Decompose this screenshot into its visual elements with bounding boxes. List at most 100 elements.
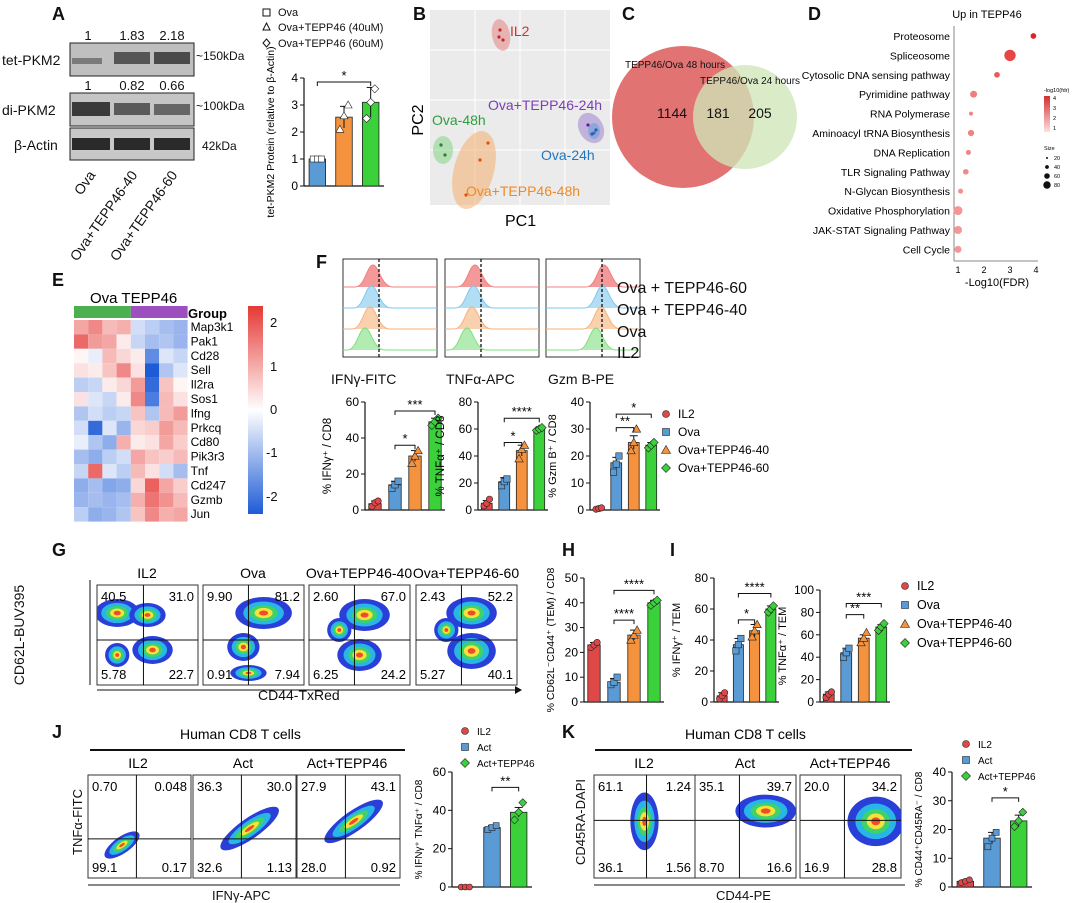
venn-right-label: TEPP46/Ova 24 hours xyxy=(700,76,800,87)
quadrant-ll: 32.6 xyxy=(197,860,222,875)
heatmap-cell xyxy=(74,392,89,407)
y-tick-label: 50 xyxy=(565,571,579,585)
quadrant-lr: 24.2 xyxy=(381,667,406,682)
gene-label: Il2ra xyxy=(191,378,215,392)
y-tick-label: 20 xyxy=(571,449,585,463)
data-point xyxy=(629,437,639,446)
heatmap-cell xyxy=(173,420,188,436)
heatmap-cell xyxy=(159,492,174,508)
heatmap-cell xyxy=(159,320,174,335)
heatmap-cell xyxy=(74,478,89,493)
legend-label: Ova+TEPP46-60 xyxy=(678,461,769,475)
legend-a-1: Ova+TEPP46 (40uM) xyxy=(278,22,383,34)
j-xlabel: IFNγ-APC xyxy=(212,888,271,903)
flow-title: Ova xyxy=(240,565,266,581)
k-xlabel: CD44-PE xyxy=(716,888,771,903)
y-tick-label: 0 xyxy=(465,503,472,517)
heatmap-cell xyxy=(102,392,117,407)
y-tick-label: 4 xyxy=(291,71,298,85)
x-tick-label: 3 xyxy=(1007,265,1012,275)
heatmap-cell xyxy=(173,478,188,493)
group-bar-tepp46 xyxy=(130,306,188,318)
d-title: Up in TEPP46 xyxy=(952,9,1022,21)
color-legend-tick: 2 xyxy=(1053,116,1056,122)
y-tick-label: 40 xyxy=(459,449,473,463)
quadrant-lr: 40.1 xyxy=(488,667,513,682)
size-legend-dot xyxy=(1045,165,1049,169)
quadrant-lr: 28.8 xyxy=(872,860,897,875)
j-ylabel: TNFα-FITC xyxy=(70,789,85,855)
tet-ratio-2: 1.83 xyxy=(119,28,144,43)
scale-tick-m2: -2 xyxy=(266,489,278,504)
band xyxy=(72,58,102,64)
data-point xyxy=(900,638,910,648)
data-point xyxy=(335,124,345,133)
bar xyxy=(857,637,870,703)
data-point xyxy=(407,458,417,467)
data-point xyxy=(626,635,636,644)
row-label-tet: tet-PKM2 xyxy=(2,52,61,68)
data-point xyxy=(492,822,500,829)
heatmap-cell xyxy=(88,363,103,378)
data-point xyxy=(749,625,760,635)
panel-letter-e: E xyxy=(52,270,64,290)
pca-label-il2: IL2 xyxy=(510,23,530,39)
heatmap-cell xyxy=(145,320,160,335)
heatmap-cell xyxy=(173,392,188,407)
heatmap-cell xyxy=(102,406,117,421)
data-point xyxy=(466,883,473,891)
y-tick-label: 20 xyxy=(565,645,579,659)
color-legend-bar xyxy=(1044,96,1050,132)
density-contour xyxy=(760,808,771,814)
enrichment-dot xyxy=(994,71,1000,78)
sig-bracket xyxy=(394,444,416,450)
color-legend-tick: 3 xyxy=(1053,106,1056,112)
y-tick-label: 40 xyxy=(565,596,579,610)
heatmap-cell xyxy=(159,420,174,436)
data-point xyxy=(461,743,469,751)
sig-bracket xyxy=(316,81,372,87)
bar xyxy=(308,158,327,187)
pca-point xyxy=(594,128,598,132)
heatmap-cell xyxy=(102,492,117,508)
data-point xyxy=(394,477,402,485)
enrichment-dot xyxy=(962,168,969,175)
heatmap-cell xyxy=(130,449,145,464)
sig-label: **** xyxy=(614,606,634,621)
chart-i2: 0 20 40 60 80 100 % TNFα⁺ / TEM ***** xyxy=(777,583,890,709)
sig-label: ** xyxy=(500,773,510,788)
data-point xyxy=(845,644,853,652)
size-legend-dot xyxy=(1044,173,1050,179)
y-axis-label: % IFNγ⁺ TNFα⁺ / CD8 xyxy=(414,779,425,879)
gene-label: Cd247 xyxy=(191,478,227,492)
band xyxy=(114,52,150,64)
band xyxy=(114,103,150,115)
data-point xyxy=(518,798,528,808)
sig-bracket xyxy=(613,589,655,595)
heatmap-cell xyxy=(116,420,131,436)
band xyxy=(72,102,110,116)
data-point xyxy=(510,815,519,825)
panel-letter-g: G xyxy=(52,540,66,560)
density-contour xyxy=(119,842,125,848)
heatmap-cell xyxy=(173,435,188,450)
heatmap-cell xyxy=(173,363,188,378)
heatmap-cell xyxy=(88,348,103,364)
density-contour xyxy=(149,647,156,653)
heatmap-cell xyxy=(102,420,117,436)
heatmap-cell xyxy=(74,492,89,508)
heatmap-cell xyxy=(74,420,89,436)
flow-density xyxy=(434,597,497,669)
x-tick-label: 4 xyxy=(1033,265,1038,275)
data-point xyxy=(752,619,762,628)
heatmap-cell xyxy=(88,478,103,493)
y-tick-label: 60 xyxy=(346,395,360,409)
quadrant-lr: 16.6 xyxy=(767,860,792,875)
pathway-label: N-Glycan Biosynthesis xyxy=(844,186,950,198)
data-point xyxy=(827,688,835,696)
heatmap-cell xyxy=(102,334,117,349)
heatmap-cell xyxy=(145,348,160,364)
density-contour xyxy=(467,648,476,654)
heatmap-cell xyxy=(145,420,160,436)
y-tick-label: 0 xyxy=(701,695,708,709)
